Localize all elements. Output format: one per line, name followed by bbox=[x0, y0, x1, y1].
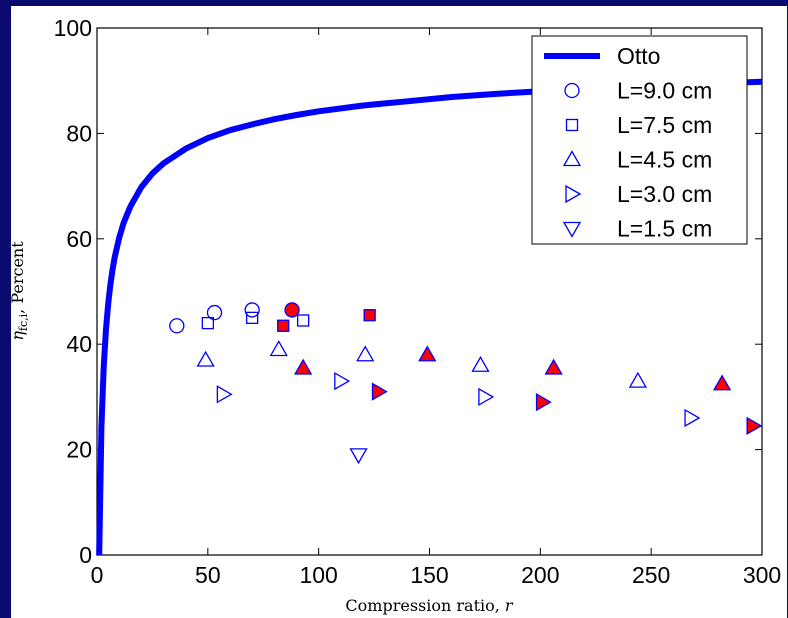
data-point-l-3-0-cm bbox=[746, 416, 763, 436]
x-tick-label: 250 bbox=[632, 562, 670, 588]
data-point-l-4-5-cm bbox=[418, 345, 437, 362]
data-point-l-4-5-cm bbox=[196, 350, 215, 367]
y-axis-label-subscript: fc,i bbox=[17, 313, 30, 331]
x-tick-label: 50 bbox=[195, 562, 221, 588]
data-point-l-4-5-cm bbox=[294, 358, 313, 375]
y-tick-label: 100 bbox=[54, 15, 92, 41]
legend-label: L=3.0 cm bbox=[617, 181, 712, 207]
data-point-l-7-5-cm bbox=[246, 311, 259, 325]
data-point-l-3-0-cm bbox=[535, 393, 552, 412]
data-point-l-3-0-cm bbox=[334, 371, 351, 391]
y-tick-label: 60 bbox=[66, 226, 92, 252]
legend-swatch-marker bbox=[562, 221, 582, 238]
data-point-l-7-5-cm bbox=[363, 309, 376, 322]
data-point-l-3-0-cm bbox=[684, 408, 701, 428]
legend-label: L=7.5 cm bbox=[617, 112, 712, 138]
legend-swatch-marker bbox=[565, 184, 582, 204]
legend-label: L=9.0 cm bbox=[617, 78, 712, 104]
y-axis-label: ηfc,i, Percent bbox=[8, 241, 30, 341]
legend-label: L=1.5 cm bbox=[617, 216, 712, 242]
legend-label: Otto bbox=[617, 43, 660, 69]
x-axis-label-text: Compression ratio, bbox=[345, 596, 505, 615]
legend-label: L=4.5 cm bbox=[617, 147, 712, 173]
legend-swatch-marker bbox=[565, 118, 579, 132]
legend: Otto L=9.0 cm L=7.5 cm L=4.5 cm L=3.0 cm L=1.… bbox=[531, 35, 748, 245]
data-point-l-3-0-cm bbox=[478, 387, 495, 407]
legend-swatch-marker bbox=[564, 82, 580, 99]
x-tick-label: 100 bbox=[299, 562, 337, 588]
data-point-l-4-5-cm bbox=[628, 371, 647, 388]
data-point-l-7-5-cm bbox=[277, 319, 290, 332]
data-point-l-9-0-cm bbox=[284, 302, 300, 318]
y-axis-label-symbol: η bbox=[8, 331, 27, 341]
y-tick-label: 20 bbox=[66, 437, 92, 463]
data-point-l-9-0-cm bbox=[169, 318, 185, 334]
data-point-l-4-5-cm bbox=[269, 340, 288, 357]
data-point-l-4-5-cm bbox=[712, 374, 732, 391]
legend-swatch-marker bbox=[562, 150, 582, 167]
x-axis-label-var: r bbox=[505, 596, 514, 615]
data-point-l-7-5-cm bbox=[296, 314, 310, 327]
y-axis-label-text: , Percent bbox=[8, 241, 27, 314]
y-tick-label: 40 bbox=[66, 331, 92, 357]
data-point-l-4-5-cm bbox=[356, 345, 375, 362]
axis-ticks: 0 50 100 150 200 250 300 0 20 40 60 80 100 bbox=[54, 15, 782, 588]
data-point-l-1-5-cm bbox=[349, 448, 368, 465]
x-axis-label: Compression ratio, r bbox=[345, 596, 514, 615]
data-point-l-7-5-cm bbox=[201, 316, 214, 330]
x-tick-label: 150 bbox=[410, 562, 448, 588]
data-point-l-4-5-cm bbox=[471, 355, 490, 372]
x-tick-label: 300 bbox=[743, 562, 781, 588]
x-tick-label: 0 bbox=[91, 562, 104, 588]
data-point-l-9-0-cm bbox=[244, 302, 260, 318]
y-tick-label: 80 bbox=[66, 120, 92, 146]
x-tick-label: 200 bbox=[521, 562, 559, 588]
y-tick-label: 0 bbox=[79, 542, 92, 568]
data-point-l-4-5-cm bbox=[544, 358, 563, 375]
data-point-l-3-0-cm bbox=[371, 382, 388, 401]
legend-box bbox=[531, 35, 748, 245]
data-point-l-3-0-cm bbox=[216, 385, 233, 404]
data-point-l-9-0-cm bbox=[206, 304, 223, 321]
data-markers bbox=[169, 302, 763, 465]
